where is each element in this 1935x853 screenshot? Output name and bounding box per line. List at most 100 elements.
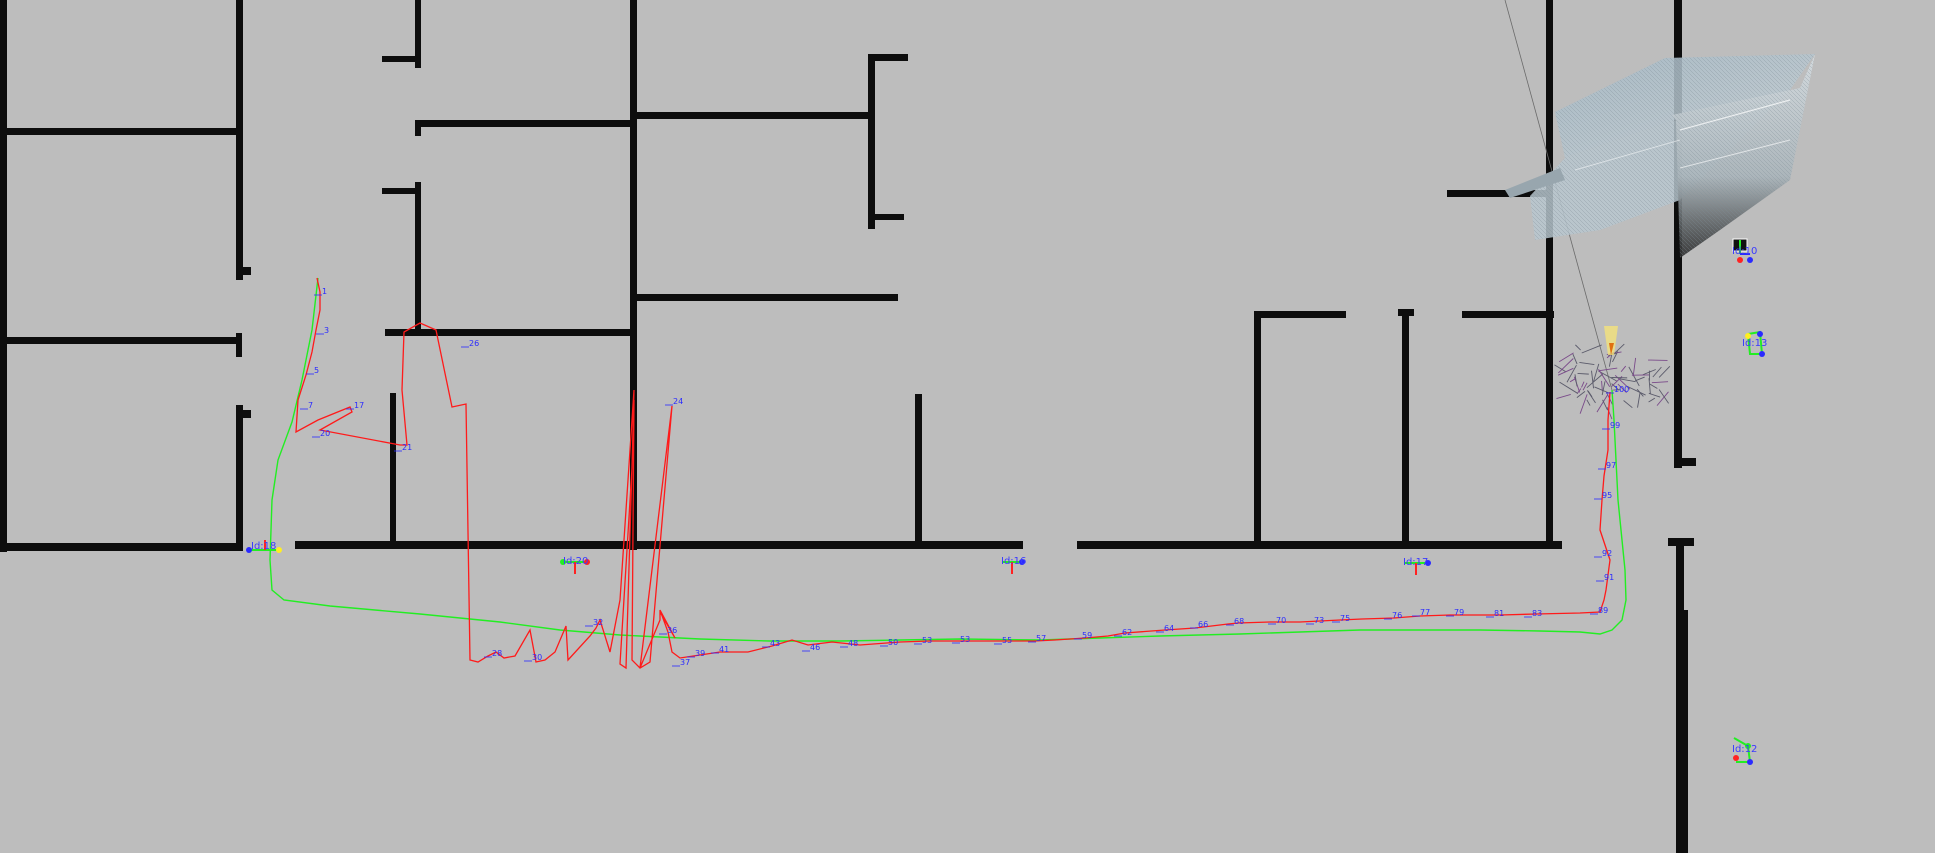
wall	[630, 112, 870, 119]
wall	[0, 0, 7, 552]
pose-label: 62	[1122, 628, 1132, 637]
feature-spike	[1577, 372, 1589, 375]
marker-tag-5[interactable]: Id:10	[1732, 240, 1757, 263]
feature-spike	[1581, 344, 1602, 354]
pose-label: 26	[469, 339, 479, 348]
ground-truth-path	[269, 277, 1627, 642]
wall	[868, 54, 875, 229]
camera-fov-icon	[1604, 326, 1618, 355]
pose-label: 28	[492, 649, 502, 658]
wall	[236, 0, 243, 280]
marker-tag-6[interactable]: Id:13	[1742, 330, 1767, 357]
pose-label: 3	[324, 326, 329, 335]
feature-spike	[1651, 381, 1669, 384]
pose-label: 55	[1002, 636, 1012, 645]
pose-label: 89	[1598, 606, 1608, 615]
wall	[630, 294, 898, 301]
marker-label: Id:13	[1742, 338, 1767, 349]
pose-label: 92	[1602, 549, 1612, 558]
feature-spike	[1569, 378, 1576, 383]
marker-tag-2[interactable]: Id:20	[560, 556, 590, 574]
feature-spike	[1617, 383, 1627, 393]
marker-tag-7[interactable]: Id:12	[1732, 737, 1757, 765]
wall	[415, 0, 421, 68]
feature-spike	[1637, 392, 1641, 408]
feature-spike	[1623, 400, 1633, 409]
cloud-plane-texture	[1555, 54, 1815, 158]
wall	[0, 128, 240, 135]
cloud-wall-texture	[1672, 54, 1815, 258]
wall	[385, 329, 630, 336]
feature-spike	[1598, 370, 1617, 382]
cloud-edge	[1679, 99, 1791, 131]
marker-dot	[246, 547, 252, 553]
pose-label: 17	[354, 401, 364, 410]
feature-spike	[1648, 378, 1651, 394]
feature-spike	[1620, 365, 1627, 372]
feature-spike	[1581, 381, 1585, 388]
marker-dot	[1745, 743, 1751, 749]
wall	[1254, 311, 1261, 547]
marker-dot	[1019, 559, 1025, 565]
wall	[630, 0, 637, 550]
feature-spike	[1557, 367, 1574, 376]
pose-label: 95	[1602, 491, 1612, 500]
pose-label: 66	[1198, 620, 1208, 629]
pose-label: 77	[1420, 608, 1430, 617]
feature-spike	[1648, 397, 1656, 403]
feature-spike	[1572, 353, 1578, 365]
marker-axis	[1733, 737, 1752, 763]
marker-dot	[1745, 333, 1751, 339]
feature-spike	[1658, 365, 1671, 378]
pose-label: 50	[888, 638, 898, 647]
feature-spike	[1608, 353, 1613, 367]
floor-plan-walls	[0, 0, 1696, 853]
marker-tag-1[interactable]: Id:18	[246, 540, 282, 553]
marker-label: Id:16	[1001, 556, 1026, 567]
pose-label: 36	[667, 626, 677, 635]
pose-label: 68	[1234, 617, 1244, 626]
wall	[1462, 311, 1554, 318]
wall	[1447, 190, 1552, 197]
wall	[0, 543, 240, 551]
wall	[1680, 610, 1688, 853]
feature-spike	[1594, 386, 1610, 394]
pose-label: 75	[1340, 614, 1350, 623]
feature-spike	[1648, 392, 1661, 398]
feature-spike	[1601, 380, 1603, 392]
feature-spike	[1649, 383, 1658, 389]
wall	[1674, 0, 1682, 468]
feature-spike	[1591, 370, 1594, 389]
wall	[415, 120, 630, 127]
wall	[0, 337, 240, 344]
feature-spike	[1579, 362, 1595, 366]
pose-label: 57	[1036, 634, 1046, 643]
feature-spike	[1626, 385, 1646, 396]
feature-spike	[1652, 366, 1662, 378]
wall	[415, 182, 421, 332]
feature-spike	[1598, 367, 1618, 372]
marker-tag-3[interactable]: Id:16	[1001, 556, 1026, 574]
wall	[868, 54, 908, 61]
feature-spike	[1556, 394, 1571, 399]
pose-label: 99	[1610, 421, 1620, 430]
feature-spike	[1586, 390, 1596, 404]
feature-spike	[1559, 381, 1578, 394]
marker-tag-4[interactable]: Id:17	[1403, 557, 1431, 575]
pose-label: 21	[402, 443, 412, 452]
feature-spike	[1558, 358, 1574, 374]
feature-spike	[1579, 394, 1588, 414]
marker-dot	[1733, 755, 1739, 761]
cloud-shelf	[1505, 168, 1565, 198]
pose-label: 53	[960, 635, 970, 644]
feature-spike	[1582, 382, 1588, 391]
marker-label: Id:18	[251, 541, 276, 552]
wall	[390, 393, 396, 543]
wall	[1402, 311, 1409, 547]
cloud-edge	[1574, 139, 1681, 171]
feature-cluster	[1554, 343, 1671, 420]
wall	[1674, 458, 1696, 466]
feature-spike	[1593, 363, 1600, 382]
